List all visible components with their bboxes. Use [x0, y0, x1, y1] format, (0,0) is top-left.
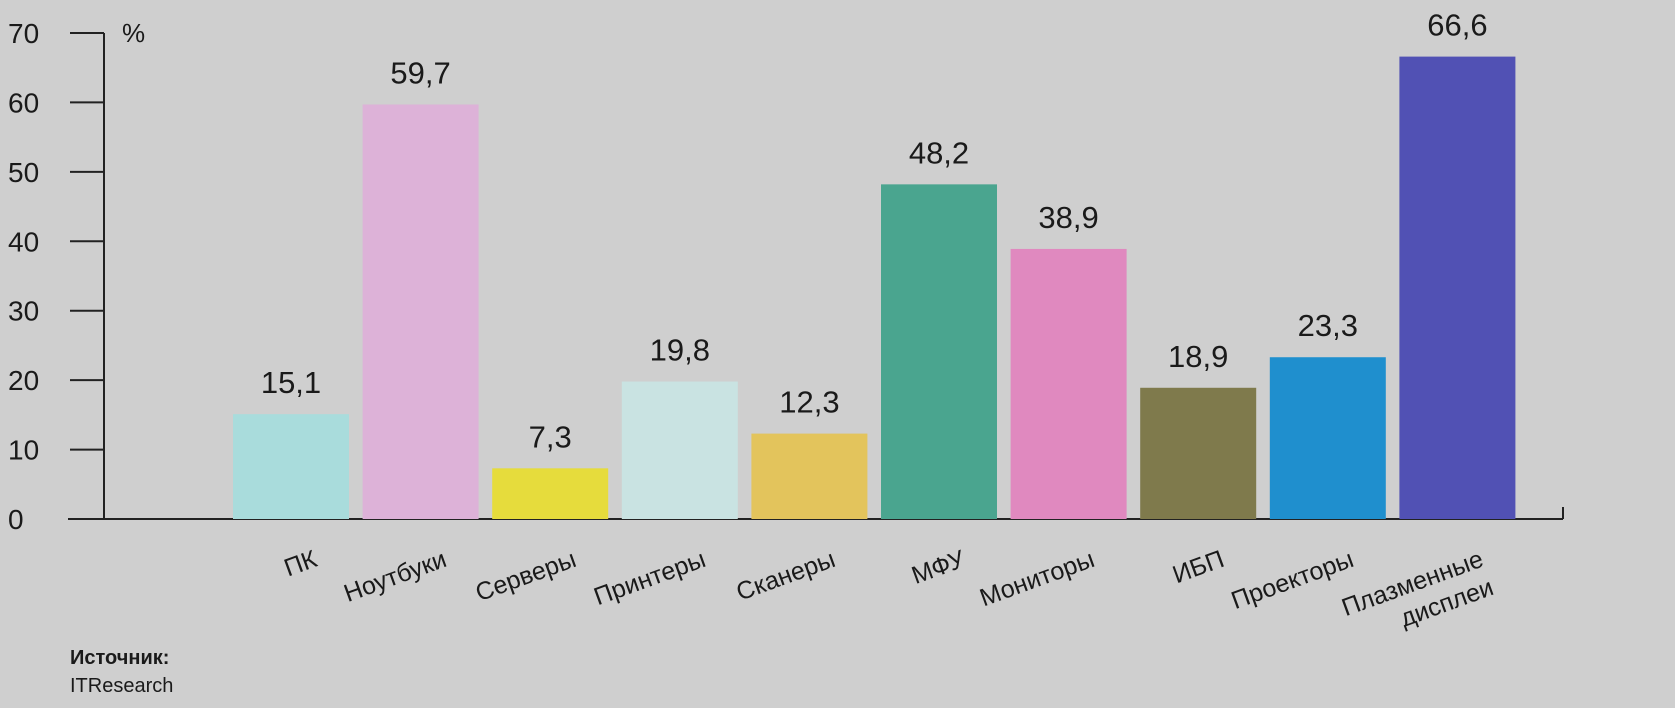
- bar: [362, 104, 479, 520]
- bar: [621, 381, 738, 519]
- y-tick-label: 70: [8, 18, 39, 49]
- category-label-line: Принтеры: [590, 545, 709, 611]
- category-label: Ноутбуки: [340, 545, 450, 608]
- category-label: Принтеры: [590, 545, 709, 611]
- category-label: МФУ: [908, 545, 969, 590]
- y-tick-label: 10: [8, 435, 39, 466]
- y-tick-label: 50: [8, 157, 39, 188]
- bar: [233, 414, 349, 519]
- bar: [1399, 56, 1516, 519]
- category-label: Проекторы: [1228, 545, 1358, 615]
- data-label: 23,3: [1298, 308, 1358, 343]
- category-label: ИБП: [1169, 545, 1228, 589]
- source-title: Источник:: [70, 647, 170, 669]
- data-label: 66,6: [1427, 8, 1487, 43]
- data-label: 7,3: [529, 419, 572, 454]
- source-note: Источник: ITResearch: [70, 644, 173, 700]
- category-label-line: Мониторы: [976, 545, 1098, 612]
- category-label-line: МФУ: [908, 545, 969, 590]
- y-tick-label: 60: [8, 87, 39, 118]
- category-label-line: Серверы: [472, 545, 580, 607]
- category-label-line: Ноутбуки: [340, 545, 450, 608]
- y-tick-label: 0: [8, 504, 24, 535]
- data-label: 38,9: [1038, 200, 1098, 235]
- bar: [492, 468, 609, 519]
- category-label: Серверы: [472, 545, 580, 607]
- category-label-line: ИБП: [1169, 545, 1228, 589]
- bar: [751, 433, 868, 519]
- data-label: 12,3: [779, 385, 839, 420]
- bar: [1140, 387, 1257, 519]
- y-tick-label: 20: [8, 365, 39, 396]
- y-tick-label: 40: [8, 226, 39, 257]
- category-label: Мониторы: [976, 545, 1098, 612]
- data-label: 18,9: [1168, 339, 1228, 374]
- data-label: 59,7: [390, 56, 450, 91]
- bar: [1269, 357, 1386, 519]
- y-unit-label: %: [122, 18, 145, 48]
- category-label: ПК: [280, 545, 321, 583]
- data-label: 19,8: [650, 333, 710, 368]
- data-label: 15,1: [261, 365, 321, 400]
- category-label-line: ПК: [280, 545, 321, 583]
- data-label: 48,2: [909, 135, 969, 170]
- source-name: ITResearch: [70, 675, 174, 697]
- category-label: Сканеры: [733, 545, 839, 607]
- category-label-line: Проекторы: [1228, 545, 1358, 615]
- bar: [881, 184, 997, 519]
- y-tick-label: 30: [8, 296, 39, 327]
- bar: [1010, 248, 1127, 519]
- category-label-line: Сканеры: [733, 545, 839, 607]
